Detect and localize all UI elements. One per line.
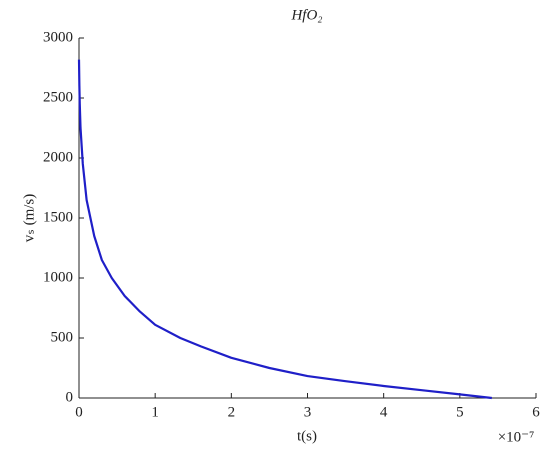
y-tick-label: 2000 bbox=[43, 149, 73, 165]
x-tick-label: 3 bbox=[304, 404, 312, 420]
y-tick-label: 1000 bbox=[43, 269, 73, 285]
chart-title: HfO₂ bbox=[290, 7, 322, 23]
x-tick-label: 6 bbox=[532, 404, 540, 420]
x-tick-label: 4 bbox=[380, 404, 388, 420]
y-tick-label: 500 bbox=[51, 329, 74, 345]
y-tick-label: 3000 bbox=[43, 29, 73, 45]
data-line bbox=[77, 59, 492, 400]
y-tick-label: 0 bbox=[66, 389, 74, 405]
x-tick-label: 2 bbox=[228, 404, 236, 420]
x-tick-label: 5 bbox=[456, 404, 464, 420]
x-multiplier: ×10⁻⁷ bbox=[498, 429, 535, 445]
x-tick-label: 1 bbox=[151, 404, 159, 420]
x-axis-label: t(s) bbox=[297, 428, 317, 444]
x-tick-label: 0 bbox=[75, 404, 83, 420]
y-tick-label: 1500 bbox=[43, 209, 73, 225]
y-tick-label: 2500 bbox=[43, 89, 73, 105]
y-axis-label: vₛ (m/s) bbox=[21, 194, 37, 243]
